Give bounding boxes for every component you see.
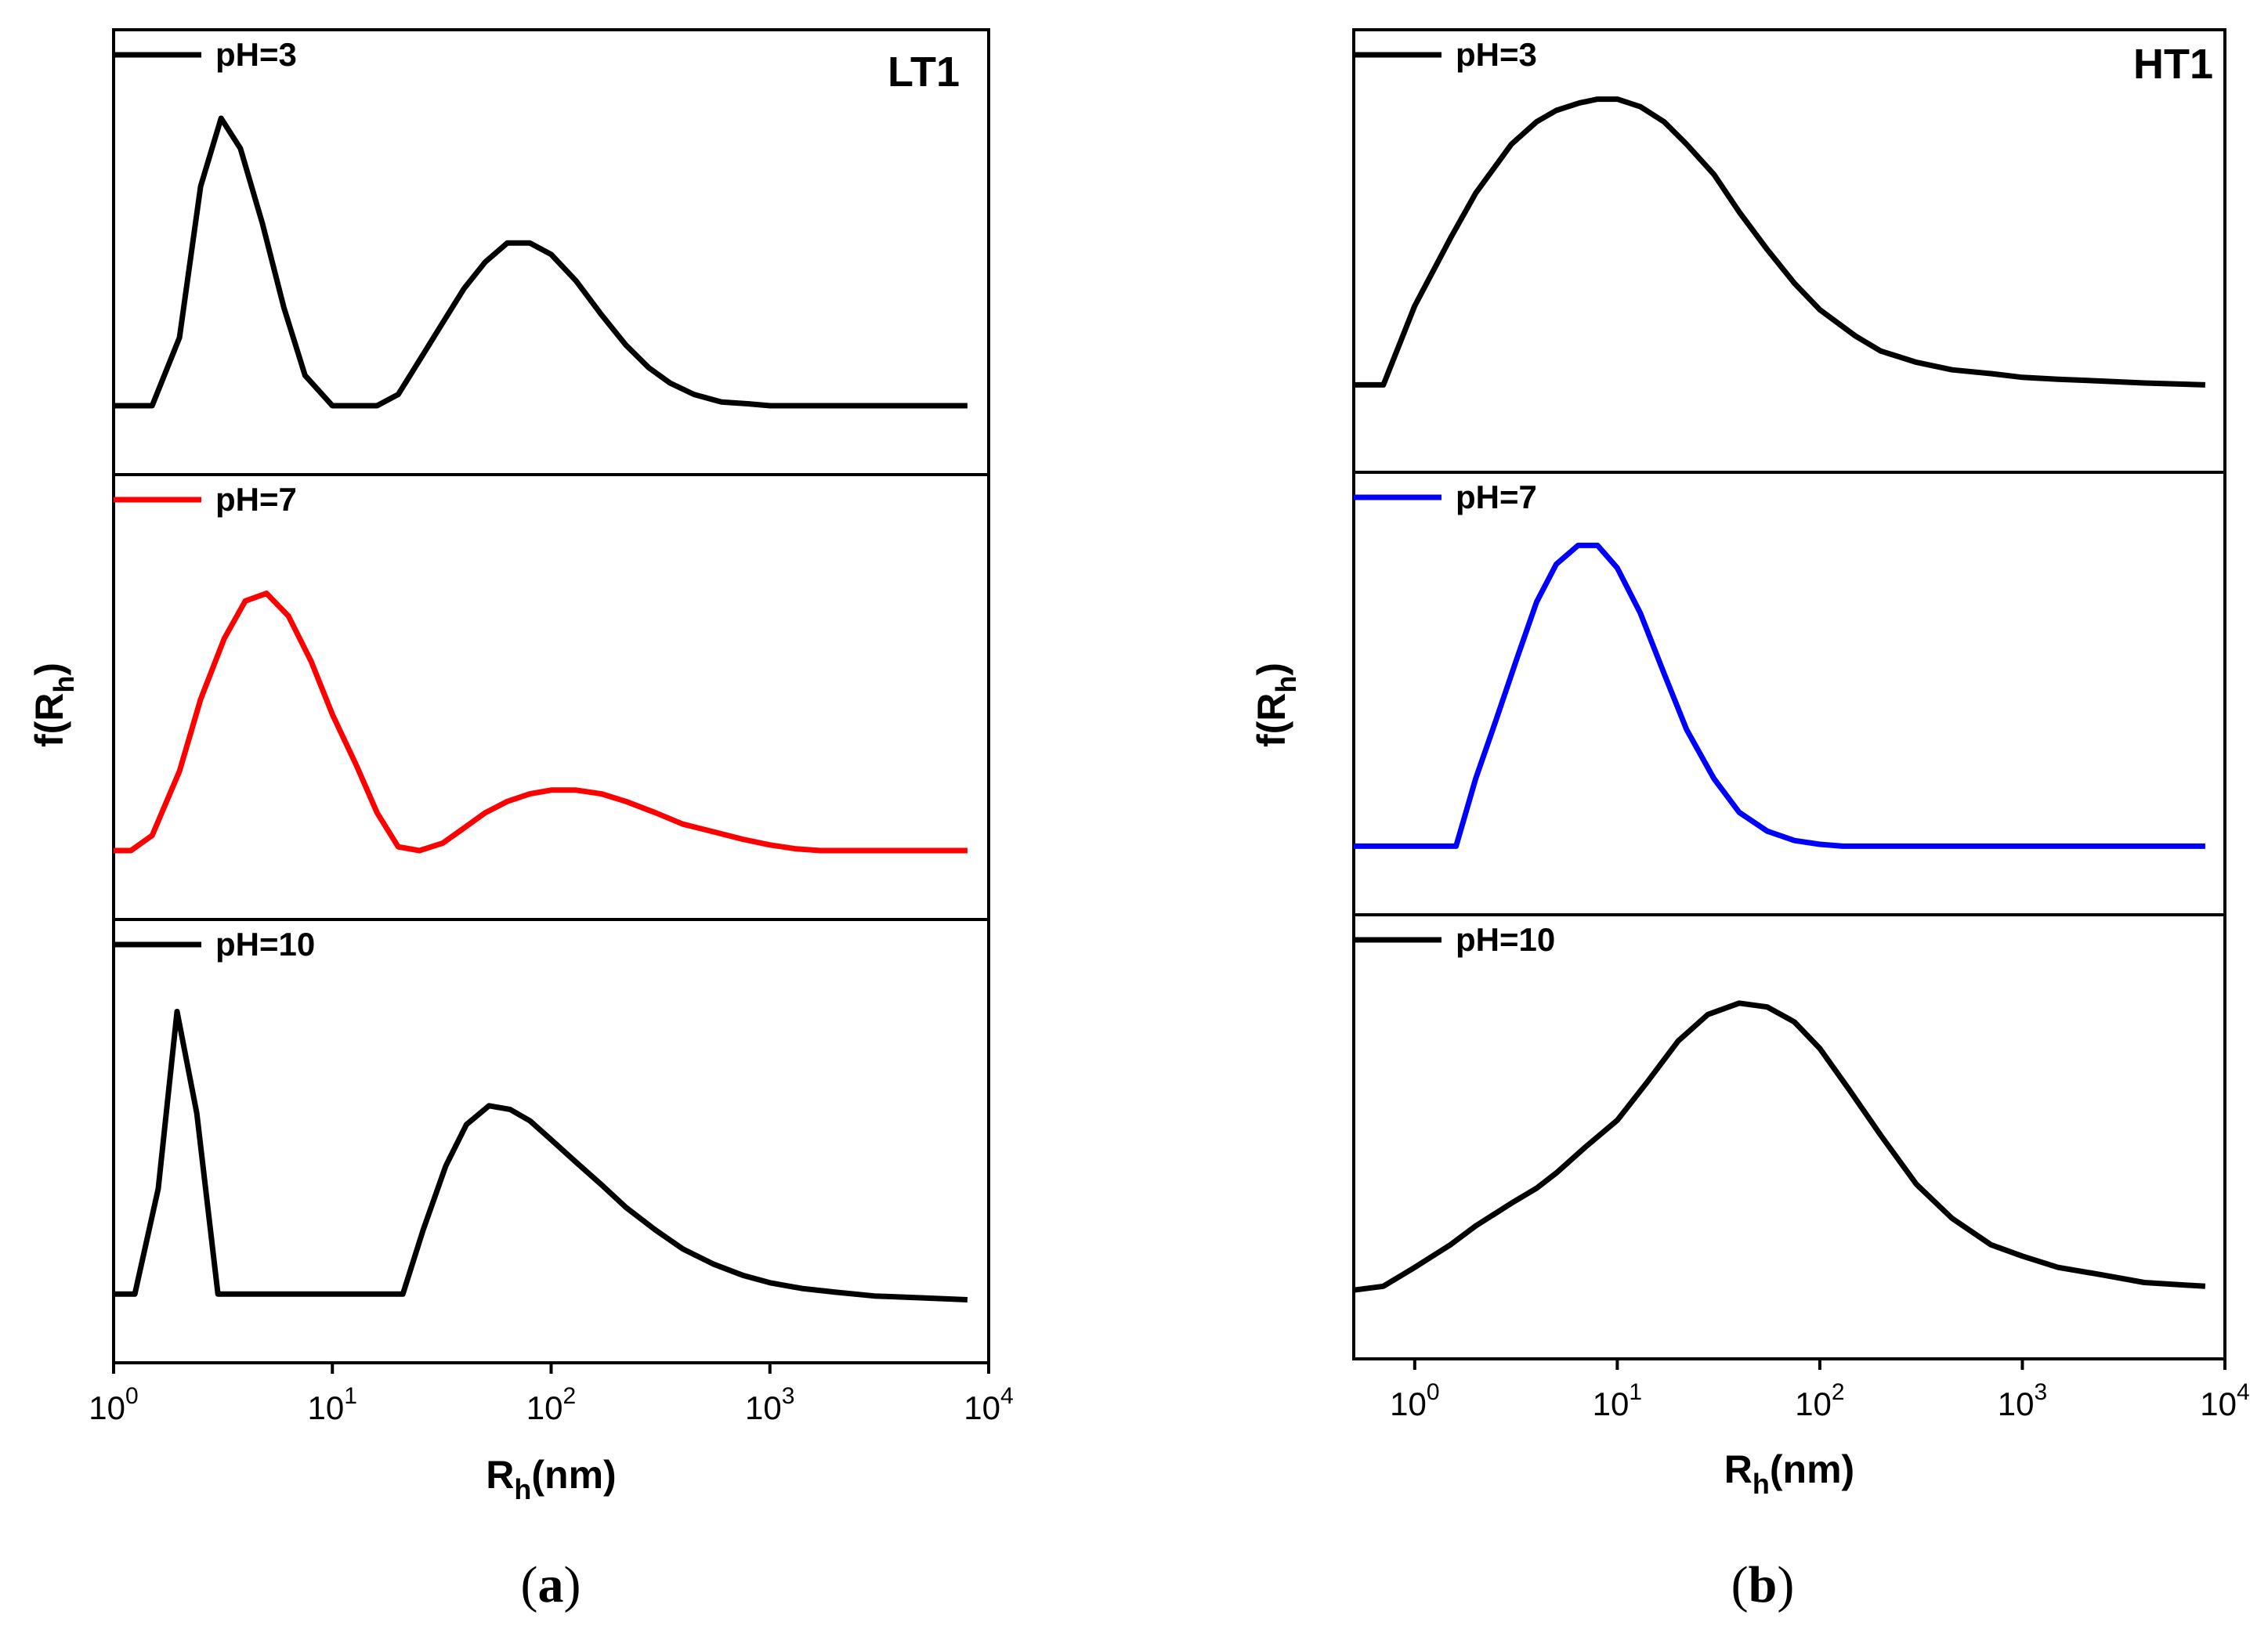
x-tick-label: 102 [1795, 1379, 1844, 1422]
panel-caption: (a) [521, 1556, 581, 1613]
x-tick-label: 104 [2200, 1379, 2249, 1422]
y-axis-title: f(Rh) [27, 663, 80, 747]
subplot-ph-10: pH=10 [112, 918, 990, 1364]
legend-label: pH=7 [215, 481, 297, 518]
panel-b-chart: pH=3 pH=7 pH=10 HT1 100 101 102 103 104 Rh(nm) f(R… [1250, 28, 2250, 1613]
legend-label: pH=3 [215, 36, 297, 73]
subplot-ph-10: pH=10 [1352, 913, 2226, 1360]
x-tick-label: 101 [308, 1383, 357, 1426]
subplot-frame [1352, 913, 2226, 1360]
subplot-frame [1352, 28, 2226, 474]
series-line-ph-7 [114, 591, 968, 854]
x-tick-label: 104 [964, 1383, 1013, 1426]
subplot-ph-3: pH=3 [1352, 28, 2226, 474]
x-tick-label: 103 [745, 1383, 794, 1426]
series-line-ph-10 [114, 1009, 968, 1302]
panel-a-chart: pH=3 pH=7 pH=10 LT1 100 101 102 103 104 Rh(nm) f(R… [27, 28, 1014, 1613]
y-axis-title: f(Rh) [1250, 663, 1302, 747]
series-line-ph-7 [1354, 542, 2205, 849]
subplot-ph-7: pH=7 [112, 473, 990, 921]
series-line-ph-3 [114, 115, 968, 409]
subplot-ph-3: pH=3 [112, 28, 990, 476]
legend-label: pH=7 [1456, 479, 1537, 515]
panel-caption: (b) [1731, 1556, 1795, 1613]
panel-tag: LT1 [888, 49, 960, 96]
panel-tag: HT1 [2133, 41, 2213, 88]
subplot-ph-7: pH=7 [1352, 471, 2226, 916]
x-tick-label: 100 [1390, 1379, 1439, 1422]
series-line-ph-10 [1353, 1000, 2206, 1293]
x-tick-label: 102 [526, 1383, 576, 1426]
x-axis-title: Rh(nm) [1724, 1447, 1854, 1500]
series-line-ph-3 [1354, 96, 2206, 388]
legend-label: pH=10 [1456, 921, 1555, 958]
legend-label: pH=10 [215, 926, 315, 963]
x-tick-label: 103 [1998, 1379, 2047, 1422]
legend-label: pH=3 [1456, 36, 1537, 73]
x-axis-title: Rh(nm) [486, 1453, 616, 1505]
x-tick-label: 101 [1593, 1379, 1642, 1422]
x-tick-label: 100 [89, 1383, 138, 1426]
